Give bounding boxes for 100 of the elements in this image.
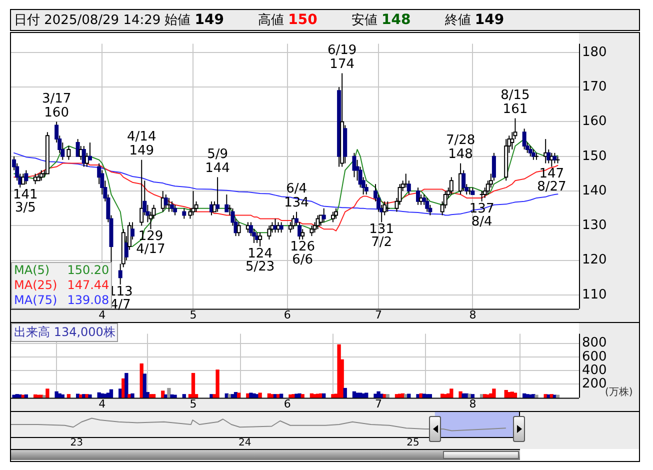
- candlestick: [267, 225, 272, 240]
- bar: [258, 392, 262, 398]
- text: 安値 148: [351, 12, 411, 28]
- x-tick-label: 4: [98, 397, 106, 410]
- candlestick: [164, 194, 168, 209]
- bar: [167, 388, 171, 398]
- bar: [428, 394, 432, 398]
- candlestick: [300, 228, 305, 240]
- candlestick: [449, 176, 454, 195]
- annotation: 6/4 134: [284, 182, 309, 211]
- bar: [470, 394, 475, 398]
- y-tick-label: 400: [582, 362, 607, 378]
- bar: [191, 372, 196, 398]
- candlestick: [191, 190, 196, 216]
- bar: [182, 394, 186, 398]
- bar: [322, 393, 326, 398]
- annotation: 147 8/27: [537, 166, 566, 195]
- bar: [492, 388, 496, 398]
- x-tick-label: 7: [375, 308, 382, 322]
- annotation: 5/9 144: [205, 147, 230, 176]
- annotation: 8/15 161: [500, 88, 530, 118]
- y-tick-label: 110: [582, 287, 607, 302]
- bar: [216, 370, 220, 398]
- y-tick-label: 170: [582, 79, 607, 94]
- x-tick-label: 8: [469, 397, 476, 410]
- candlestick: [258, 232, 262, 247]
- annotation: 126 6/6: [290, 239, 316, 268]
- candlestick: [279, 222, 284, 234]
- x-tick-label: 5: [190, 397, 197, 410]
- bar: [380, 394, 384, 398]
- candlestick: [88, 142, 92, 160]
- annotation: 3/17 160: [42, 92, 72, 121]
- y-tick-label: 600: [582, 349, 607, 364]
- x-tick-label: 24: [238, 438, 252, 449]
- bar: [419, 393, 423, 398]
- text: MA(75) 139.08: [14, 292, 110, 308]
- x-tick-label: 23: [70, 438, 83, 449]
- text: 始値 149: [164, 12, 224, 28]
- candlestick: [552, 152, 557, 164]
- bar: [513, 392, 518, 398]
- annotation: 4/14 149: [127, 130, 156, 159]
- bar: [337, 344, 341, 398]
- y-tick-label: 130: [582, 218, 607, 234]
- candlestick: [310, 225, 314, 237]
- bar: [142, 374, 146, 398]
- bar: [280, 394, 284, 398]
- candlestick: [24, 170, 28, 185]
- bar: [46, 388, 50, 398]
- candlestick: [236, 222, 241, 237]
- text: 高値 150: [258, 12, 318, 28]
- candlestick: [531, 148, 536, 160]
- candlestick: [39, 170, 44, 182]
- x-tick-label: 25: [406, 438, 420, 449]
- annotation: 124 5/23: [245, 246, 275, 274]
- text: MA(25) 147.44: [14, 278, 110, 293]
- candlestick: [416, 187, 420, 206]
- x-tick-label: 6: [284, 397, 291, 410]
- x-tick-label: 7: [375, 397, 382, 410]
- y-tick-label: 200: [582, 376, 607, 392]
- text: 終値 149: [444, 12, 504, 28]
- bar: [152, 394, 156, 398]
- candlestick: [140, 159, 144, 226]
- candlestick: [66, 145, 71, 160]
- bar: [161, 390, 165, 398]
- y-tick-label: 180: [582, 44, 607, 60]
- candlestick: [182, 208, 186, 220]
- y-tick-label: 140: [582, 183, 607, 198]
- bar: [462, 393, 466, 398]
- x-tick-label: 6: [284, 308, 291, 322]
- text: MA(5) 150.20: [14, 262, 110, 277]
- x-tick-label: 4: [98, 308, 106, 322]
- bar: [124, 372, 128, 398]
- x-tick-label: 8: [469, 308, 476, 322]
- candlestick: [170, 200, 174, 212]
- candlestick: [352, 152, 356, 178]
- x-tick-label: 5: [190, 308, 197, 322]
- bar: [88, 394, 92, 398]
- y-tick-label: 120: [582, 252, 607, 268]
- y-axis-title: (万株): [605, 386, 633, 399]
- candlestick: [322, 208, 326, 223]
- annotation: 6/19 174: [327, 43, 357, 72]
- candlestick: [224, 194, 229, 212]
- candlestick: [385, 200, 390, 212]
- y-tick-label: 160: [582, 114, 607, 130]
- bar: [386, 394, 390, 398]
- bar: [109, 389, 114, 398]
- bar: [300, 394, 304, 398]
- bar: [534, 394, 538, 398]
- bar: [556, 394, 560, 398]
- bar: [450, 388, 454, 398]
- y-tick-label: 800: [582, 336, 607, 351]
- candlestick: [334, 208, 338, 220]
- y-tick-label: 150: [582, 148, 607, 164]
- candlestick: [173, 204, 178, 216]
- bar: [343, 388, 347, 398]
- chart-title: 出来高 134,000株: [11, 323, 118, 342]
- candlestick: [330, 211, 335, 223]
- bar: [298, 393, 302, 398]
- candlestick: [462, 170, 466, 192]
- bar: [364, 392, 368, 398]
